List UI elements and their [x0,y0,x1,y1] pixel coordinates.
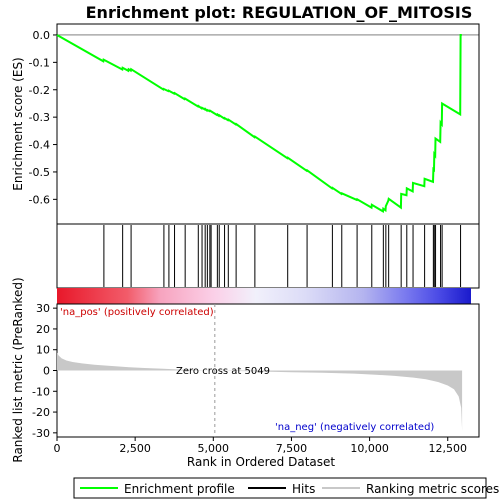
enrichment-profile-line [56,34,462,214]
x-tick-label: 2,500 [119,442,151,455]
metric-y-tick-label: -20 [32,406,50,419]
x-tick-label: 7,500 [276,442,308,455]
hit-marks [103,225,462,287]
metric-panel: 30 20 10 0 -10 -20 -30 0 2,500 5,000 7,500 10,000 1… [11,277,480,469]
es-y-tick-label: -0.2 [29,84,50,97]
x-tick-label: 10,000 [350,442,389,455]
neg-label: 'na_neg' (negatively correlated) [275,422,434,433]
legend-metric-label: Ranking metric scores [366,482,499,496]
es-y-tick-label: 0.0 [33,29,51,42]
x-tick-label: 5,000 [198,442,230,455]
legend-hits-label: Hits [292,482,315,496]
metric-y-axis: 30 20 10 0 -10 -20 -30 [32,302,57,440]
chart-title: Enrichment plot: REGULATION_OF_MITOSIS [86,3,473,22]
es-y-tick-label: -0.1 [29,56,50,69]
es-y-tick-label: -0.6 [29,193,50,206]
metric-y-tick-label: 0 [43,365,50,378]
hits-panel [56,223,480,289]
es-panel-frame [56,23,480,225]
es-y-tick-label: -0.4 [29,139,50,152]
metric-x-axis: 0 2,500 5,000 7,500 10,000 12,500 [54,437,467,455]
metric-y-tick-label: 20 [36,323,50,336]
x-axis-label: Rank in Ordered Dataset [187,455,335,469]
es-y-tick-label: -0.3 [29,111,50,124]
es-y-axis: 0.0 -0.1 -0.2 -0.3 -0.4 -0.5 -0.6 [29,29,57,206]
metric-y-tick-label: 30 [36,302,50,315]
rank-color-bar [57,288,471,304]
x-tick-label: 0 [54,442,61,455]
es-y-label: Enrichment score (ES) [11,57,25,190]
es-y-tick-label: -0.5 [29,166,50,179]
legend-enrichment-label: Enrichment profile [124,482,235,496]
metric-y-tick-label: 10 [36,344,50,357]
hits-panel-frame [56,223,480,289]
pos-label: 'na_pos' (positively correlated) [60,307,214,318]
es-panel: 0.0 -0.1 -0.2 -0.3 -0.4 -0.5 -0.6 Enrichment s… [11,23,480,225]
legend: Enrichment profile Hits Ranking metric s… [73,477,499,499]
ranking-metric-area [57,352,463,431]
metric-y-tick-label: -10 [32,385,50,398]
zero-cross-label: Zero cross at 5049 [176,366,270,377]
x-tick-label: 12,500 [428,442,467,455]
metric-y-tick-label: -30 [32,427,50,440]
metric-y-label: Ranked list metric (PreRanked) [11,277,25,462]
